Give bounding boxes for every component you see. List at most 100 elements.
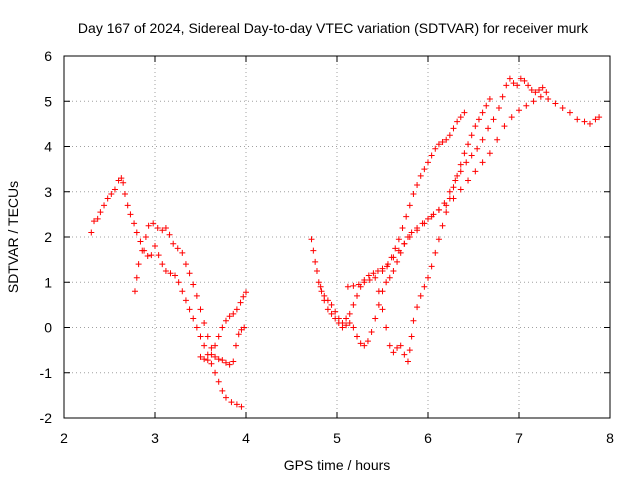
data-point xyxy=(450,125,457,132)
data-point xyxy=(131,288,138,295)
data-point xyxy=(172,272,179,279)
x-axis-label: GPS time / hours xyxy=(284,457,391,473)
data-point xyxy=(435,141,442,148)
data-point xyxy=(490,116,497,123)
data-point xyxy=(446,132,453,139)
data-point xyxy=(406,347,413,354)
data-point xyxy=(421,166,428,173)
data-point xyxy=(175,279,182,286)
series-early xyxy=(88,175,245,410)
chart-title: Day 167 of 2024, Sidereal Day-to-day VTE… xyxy=(78,20,589,36)
data-point xyxy=(361,279,368,286)
data-point xyxy=(174,245,181,252)
data-point xyxy=(232,342,239,349)
data-point xyxy=(201,319,208,326)
data-point xyxy=(318,288,325,295)
data-point xyxy=(516,107,522,114)
data-point xyxy=(417,172,424,179)
data-point xyxy=(525,82,532,89)
data-point xyxy=(212,353,219,360)
data-point xyxy=(414,181,421,188)
data-point xyxy=(386,274,393,281)
data-point xyxy=(312,258,319,265)
data-point xyxy=(350,282,357,289)
data-point xyxy=(219,324,226,331)
y-tick-label: 6 xyxy=(44,48,52,64)
data-point xyxy=(485,125,492,132)
data-point xyxy=(190,315,197,322)
plot-frame xyxy=(63,55,611,419)
data-point xyxy=(545,95,552,102)
data-point xyxy=(343,322,350,329)
data-point xyxy=(503,82,510,89)
data-point xyxy=(499,93,506,100)
data-point xyxy=(592,116,599,123)
data-point xyxy=(406,202,413,209)
data-point xyxy=(179,288,186,295)
data-point xyxy=(150,220,157,227)
data-point xyxy=(357,340,364,347)
data-point xyxy=(215,333,222,340)
data-point xyxy=(222,394,229,401)
data-point xyxy=(430,211,437,218)
data-point xyxy=(596,114,603,121)
data-point xyxy=(365,272,372,279)
data-point xyxy=(379,306,386,313)
series-late-fourth xyxy=(379,109,468,274)
data-point xyxy=(108,191,115,198)
data-point xyxy=(118,175,125,182)
data-point xyxy=(238,403,245,410)
data-point xyxy=(111,186,118,193)
data-point xyxy=(408,229,415,236)
data-point xyxy=(386,342,393,349)
data-point xyxy=(472,123,479,130)
data-point xyxy=(439,138,446,145)
data-point xyxy=(443,209,450,216)
data-point xyxy=(414,304,421,311)
data-point xyxy=(197,306,204,313)
data-point xyxy=(465,177,472,184)
data-point xyxy=(222,317,229,324)
data-point xyxy=(435,236,442,243)
y-axis-label: SDTVAR / TECUs xyxy=(5,181,21,293)
data-point xyxy=(237,299,244,306)
data-point xyxy=(536,86,543,93)
x-tick-label: 4 xyxy=(242,430,250,446)
data-point xyxy=(532,89,539,96)
data-point xyxy=(479,109,486,116)
x-tick-labels: 2 3 4 5 6 7 8 xyxy=(60,430,614,446)
data-point xyxy=(390,267,397,274)
data-point xyxy=(91,218,98,225)
series-early-third xyxy=(197,289,249,364)
data-point xyxy=(403,213,410,220)
data-point xyxy=(419,220,426,227)
data-point xyxy=(133,229,140,236)
y-tick-label: 0 xyxy=(44,320,52,336)
data-point xyxy=(404,234,411,240)
data-point xyxy=(495,105,502,112)
data-point xyxy=(167,270,174,277)
data-point xyxy=(135,261,142,268)
data-point xyxy=(144,253,151,260)
data-point xyxy=(131,220,138,227)
data-point xyxy=(121,191,128,198)
data-point xyxy=(397,249,404,256)
data-point xyxy=(454,172,461,179)
data-point xyxy=(332,315,339,322)
data-point xyxy=(324,306,331,313)
data-point xyxy=(204,333,211,340)
y-tick-label: 1 xyxy=(44,274,52,290)
x-tick-label: 5 xyxy=(333,430,341,446)
data-point xyxy=(332,308,339,315)
grid xyxy=(64,56,610,418)
data-point xyxy=(432,145,439,152)
data-point xyxy=(193,292,200,299)
data-point xyxy=(428,152,435,159)
data-point xyxy=(441,200,448,207)
data-point xyxy=(539,84,546,91)
data-point xyxy=(586,120,593,127)
data-point xyxy=(308,236,315,243)
data-point xyxy=(339,324,346,331)
data-point xyxy=(215,356,222,363)
data-point xyxy=(450,184,457,191)
